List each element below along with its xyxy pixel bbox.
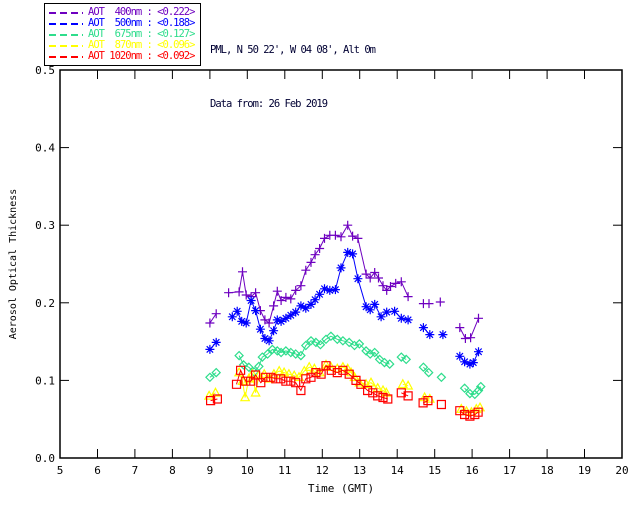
x-tick-label: 14 <box>391 464 405 477</box>
legend-line-sample-675nm <box>49 33 83 36</box>
legend-line-sample-1020nm <box>49 55 83 58</box>
x-tick-label: 9 <box>207 464 214 477</box>
legend-label-500nm: AOT 500nm : <0.188> <box>88 17 195 29</box>
x-tick-label: 19 <box>578 464 591 477</box>
x-tick-label: 13 <box>353 464 366 477</box>
series-markers-aot-1020nm <box>206 361 483 421</box>
x-tick-label: 12 <box>316 464 329 477</box>
legend-item-aot-400nm: AOT 400nm : <0.222> <box>49 6 195 18</box>
series-markers-aot-675nm <box>205 331 486 400</box>
legend-item-aot-1020nm: AOT 1020nm : <0.092> <box>49 50 195 62</box>
series-markers-aot-400nm <box>205 220 483 343</box>
y-tick-label: 0.3 <box>35 219 55 232</box>
y-tick-label: 0.1 <box>35 374 55 387</box>
y-tick-label: 0.0 <box>35 452 55 465</box>
x-tick-label: 11 <box>278 464 291 477</box>
y-tick-label: 0.4 <box>35 142 55 155</box>
x-tick-label: 16 <box>465 464 478 477</box>
legend-label-675nm: AOT 675nm : <0.127> <box>88 28 195 40</box>
x-tick-label: 18 <box>540 464 553 477</box>
x-tick-label: 7 <box>132 464 139 477</box>
x-tick-label: 17 <box>503 464 516 477</box>
x-tick-label: 10 <box>241 464 254 477</box>
legend-item-aot-500nm: AOT 500nm : <0.188> <box>49 17 195 29</box>
legend-item-aot-675nm: AOT 675nm : <0.127> <box>49 28 195 40</box>
x-tick-label: 5 <box>57 464 64 477</box>
legend-box: AOT 400nm : <0.222> AOT 500nm : <0.188> … <box>44 3 202 66</box>
x-tick-label: 15 <box>428 464 441 477</box>
series-line-aot-500nm <box>209 251 479 365</box>
legend-line-sample-400nm <box>49 11 83 14</box>
legend-label-870nm: AOT 870nm : <0.096> <box>88 39 195 51</box>
x-axis-title: Time (GMT) <box>308 482 374 495</box>
legend-line-sample-500nm <box>49 22 83 25</box>
station-info: PML, N 50 22', W 04 08', Alt 0m <box>210 44 376 56</box>
data-date: Data from: 26 Feb 2019 <box>210 98 328 110</box>
legend-label-1020nm: AOT 1020nm : <0.092> <box>88 50 195 62</box>
x-tick-label: 6 <box>94 464 101 477</box>
legend-item-aot-870nm: AOT 870nm : <0.096> <box>49 39 195 51</box>
y-tick-label: 0.5 <box>35 64 55 77</box>
series-line-aot-400nm <box>209 224 479 340</box>
legend-label-400nm: AOT 400nm : <0.222> <box>88 6 195 18</box>
y-axis-title: Aerosol Optical Thickness <box>8 189 19 340</box>
series-markers-aot-500nm <box>205 247 483 369</box>
x-tick-label: 20 <box>615 464 628 477</box>
x-tick-label: 8 <box>169 464 176 477</box>
plot-header: PML, N 50 22', W 04 08', Alt 0m Data fro… <box>210 5 376 131</box>
plot-frame <box>59 69 623 459</box>
y-tick-label: 0.2 <box>35 297 55 310</box>
legend-line-sample-870nm <box>49 44 83 47</box>
